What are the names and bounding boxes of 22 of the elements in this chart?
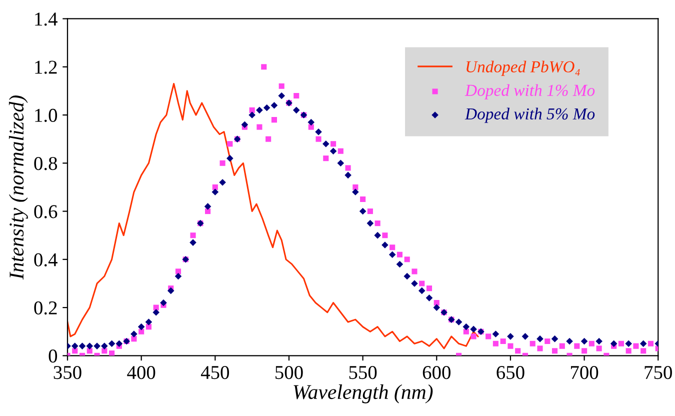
- x-tick-label: 400: [127, 366, 156, 380]
- legend-label: Doped with 1% Mo: [464, 84, 595, 100]
- y-tick-label: 0.8: [34, 156, 58, 170]
- x-tick-label: 550: [349, 366, 377, 380]
- y-tick-label: 1.0: [35, 108, 58, 122]
- x-axis-title: Wavelength (nm): [294, 384, 433, 404]
- legend-label: Undoped PbWO₄: [466, 60, 580, 76]
- x-tick-label: 650: [496, 366, 524, 380]
- y-tick-label: 1.4: [35, 12, 58, 26]
- x-tick-label: 750: [644, 366, 672, 380]
- y-tick-label: 0.6: [34, 205, 58, 218]
- y-tick-label: 0.4: [34, 253, 58, 266]
- x-tick-label: 700: [570, 366, 598, 380]
- x-tick-label: 350: [54, 366, 82, 380]
- legend-label: Doped with 5% Mo: [464, 108, 595, 123]
- y-tick-label: 0: [48, 349, 58, 363]
- y-tick-label: 0.2: [34, 301, 57, 315]
- x-tick-label: 500: [276, 366, 303, 380]
- y-tick-label: 1.2: [35, 60, 57, 74]
- y-axis-title: Intensity (normalized): [8, 96, 28, 280]
- x-tick-label: 450: [200, 366, 229, 380]
- x-tick-label: 600: [422, 366, 450, 380]
